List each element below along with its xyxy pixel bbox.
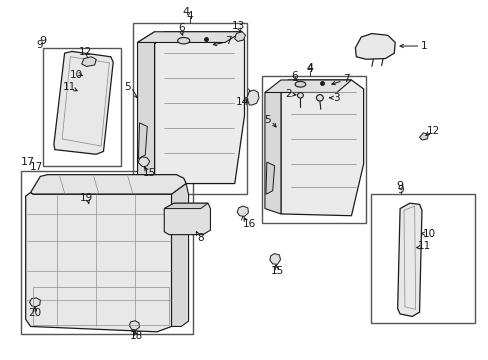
Text: 13: 13 (232, 21, 245, 31)
Text: 20: 20 (28, 308, 41, 318)
Ellipse shape (297, 93, 303, 98)
Polygon shape (129, 321, 139, 330)
Text: 1: 1 (420, 41, 427, 51)
Ellipse shape (316, 95, 323, 101)
Text: 7: 7 (343, 74, 349, 84)
Text: 2: 2 (285, 89, 291, 99)
Text: 15: 15 (270, 266, 284, 276)
Text: 9: 9 (36, 40, 43, 50)
Text: 8: 8 (197, 233, 203, 243)
Polygon shape (138, 157, 149, 167)
Polygon shape (237, 206, 248, 216)
Bar (370, 194, 474, 323)
Polygon shape (355, 33, 394, 59)
Polygon shape (30, 175, 186, 194)
Text: 9: 9 (396, 181, 403, 191)
Bar (21, 171, 193, 334)
Polygon shape (81, 57, 96, 66)
Polygon shape (164, 203, 207, 208)
Text: 19: 19 (80, 193, 93, 203)
Text: 12: 12 (79, 47, 92, 57)
Text: 6: 6 (291, 71, 297, 81)
Polygon shape (138, 123, 147, 158)
Polygon shape (154, 32, 244, 184)
Polygon shape (164, 203, 210, 235)
Bar (261, 76, 366, 223)
Ellipse shape (294, 81, 305, 87)
Text: 4: 4 (186, 11, 193, 21)
Text: 11: 11 (62, 82, 76, 92)
Text: 10: 10 (422, 229, 435, 239)
Text: 4: 4 (306, 63, 313, 73)
Text: 7: 7 (224, 36, 231, 46)
Text: 14: 14 (235, 97, 248, 107)
Ellipse shape (177, 37, 189, 44)
Polygon shape (30, 298, 40, 307)
Text: 9: 9 (397, 185, 404, 195)
Polygon shape (281, 80, 363, 216)
Polygon shape (137, 32, 242, 42)
Bar (42, 48, 120, 166)
Text: 15: 15 (143, 168, 156, 178)
Polygon shape (234, 32, 245, 41)
Polygon shape (54, 51, 113, 154)
Text: 17: 17 (30, 162, 43, 172)
Polygon shape (264, 89, 281, 214)
Text: 18: 18 (130, 332, 143, 342)
Polygon shape (397, 203, 421, 316)
Text: 6: 6 (178, 23, 184, 33)
Text: 3: 3 (333, 93, 340, 103)
Text: 4: 4 (182, 8, 189, 18)
Text: 9: 9 (39, 36, 46, 46)
Text: 10: 10 (70, 69, 83, 80)
Polygon shape (26, 193, 171, 332)
Polygon shape (137, 32, 154, 184)
Bar (132, 23, 246, 194)
Polygon shape (269, 253, 280, 264)
Text: 11: 11 (417, 241, 430, 251)
Polygon shape (264, 80, 351, 93)
Text: 16: 16 (242, 219, 255, 229)
Text: 5: 5 (124, 82, 131, 92)
Text: 12: 12 (426, 126, 439, 136)
Polygon shape (419, 133, 427, 140)
Polygon shape (265, 162, 274, 194)
Polygon shape (171, 184, 188, 327)
Polygon shape (246, 90, 259, 105)
Text: 4: 4 (306, 64, 313, 74)
Text: 5: 5 (264, 115, 271, 125)
Text: 17: 17 (21, 157, 35, 167)
